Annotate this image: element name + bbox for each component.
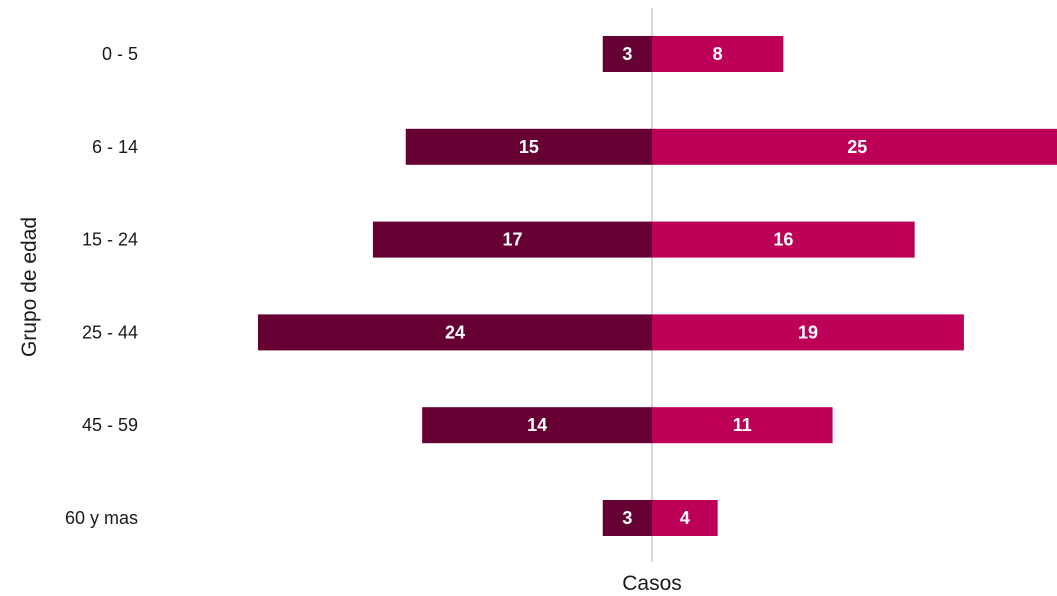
bar-right <box>652 36 784 72</box>
data-label: 11 <box>733 415 752 435</box>
data-label: 15 <box>519 137 539 157</box>
data-label: 3 <box>622 508 632 528</box>
data-label: 4 <box>680 508 690 528</box>
data-label: 25 <box>847 137 867 157</box>
y-tick-label: 60 y mas <box>65 508 138 528</box>
bar-left <box>372 221 652 258</box>
bar-left <box>602 500 652 536</box>
bar-left <box>422 407 652 444</box>
y-tick-label: 0 - 5 <box>102 44 138 64</box>
bar-right <box>652 407 833 444</box>
data-label: 14 <box>527 415 547 435</box>
x-axis-title: Casos <box>622 572 682 595</box>
data-label: 16 <box>773 230 793 250</box>
bar-left <box>602 36 652 72</box>
y-tick-label: 45 - 59 <box>82 415 138 435</box>
y-tick-label: 15 - 24 <box>82 230 138 250</box>
data-label: 8 <box>713 44 723 64</box>
y-tick-label: 25 - 44 <box>82 322 138 342</box>
bar-right <box>652 314 964 351</box>
data-label: 24 <box>445 322 465 342</box>
bar-left <box>258 314 652 351</box>
bar-right <box>652 500 718 536</box>
bar-right <box>652 128 1057 165</box>
y-axis-title: Grupo de edad <box>18 217 41 357</box>
y-tick-labels-group: 0 - 5 6 - 14 15 - 24 25 - 44 45 - 59 60 y mas <box>65 44 138 528</box>
data-label: 3 <box>622 44 632 64</box>
bars-group <box>258 36 1057 536</box>
bar-left <box>405 128 652 165</box>
data-label: 17 <box>502 230 522 250</box>
value-labels-group: 3 8 15 25 17 16 24 19 14 11 3 4 <box>445 44 867 528</box>
bar-right <box>652 221 915 258</box>
data-label: 19 <box>798 322 818 342</box>
y-tick-label: 6 - 14 <box>92 137 138 157</box>
